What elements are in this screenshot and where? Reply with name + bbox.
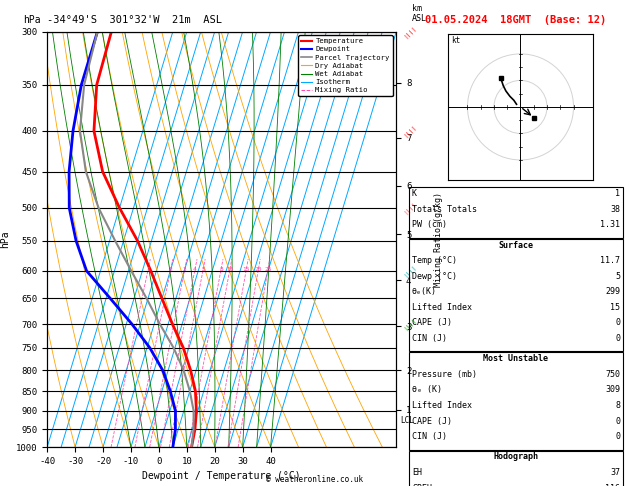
- Text: -34°49'S  301°32'W  21m  ASL: -34°49'S 301°32'W 21m ASL: [47, 16, 222, 25]
- Text: 1.31: 1.31: [600, 220, 620, 229]
- Text: 01.05.2024  18GMT  (Base: 12): 01.05.2024 18GMT (Base: 12): [425, 15, 606, 25]
- Text: 0: 0: [615, 318, 620, 328]
- Text: 299: 299: [605, 287, 620, 296]
- Text: 2: 2: [169, 267, 172, 272]
- Text: Lifted Index: Lifted Index: [412, 401, 472, 410]
- Text: 25: 25: [264, 267, 272, 272]
- Text: 0: 0: [615, 334, 620, 343]
- Text: CIN (J): CIN (J): [412, 334, 447, 343]
- Text: Totals Totals: Totals Totals: [412, 205, 477, 214]
- Text: hPa: hPa: [23, 16, 40, 25]
- Text: © weatheronline.co.uk: © weatheronline.co.uk: [266, 474, 363, 484]
- Text: km
ASL: km ASL: [412, 4, 427, 23]
- Text: 38: 38: [610, 205, 620, 214]
- Text: 15: 15: [243, 267, 250, 272]
- Text: 15: 15: [610, 303, 620, 312]
- Text: 4: 4: [193, 267, 197, 272]
- Text: 3: 3: [183, 267, 187, 272]
- Text: 309: 309: [605, 385, 620, 395]
- Text: 8: 8: [615, 401, 620, 410]
- Text: 11.7: 11.7: [600, 256, 620, 265]
- Text: Most Unstable: Most Unstable: [483, 354, 548, 364]
- Text: K: K: [412, 189, 417, 198]
- Text: Lifted Index: Lifted Index: [412, 303, 472, 312]
- Text: LCL: LCL: [400, 416, 414, 425]
- Text: 37: 37: [610, 468, 620, 477]
- Text: Pressure (mb): Pressure (mb): [412, 370, 477, 379]
- X-axis label: Dewpoint / Temperature (°C): Dewpoint / Temperature (°C): [142, 471, 301, 482]
- Text: 20: 20: [255, 267, 262, 272]
- Text: Mixing Ratio (g/kg): Mixing Ratio (g/kg): [433, 192, 443, 287]
- Text: CAPE (J): CAPE (J): [412, 318, 452, 328]
- Text: 1: 1: [615, 189, 620, 198]
- Text: EH: EH: [412, 468, 422, 477]
- Text: 750: 750: [605, 370, 620, 379]
- Text: ||||: ||||: [403, 123, 417, 138]
- Text: SREH: SREH: [412, 484, 432, 486]
- Text: Temp (°C): Temp (°C): [412, 256, 457, 265]
- Y-axis label: hPa: hPa: [1, 230, 11, 248]
- Text: CIN (J): CIN (J): [412, 432, 447, 441]
- Text: Dewp (°C): Dewp (°C): [412, 272, 457, 281]
- Text: ||||: ||||: [403, 263, 417, 278]
- Text: CAPE (J): CAPE (J): [412, 417, 452, 426]
- Text: 1: 1: [146, 267, 150, 272]
- Text: Hodograph: Hodograph: [493, 452, 538, 462]
- Text: 116: 116: [605, 484, 620, 486]
- Text: 8: 8: [219, 267, 223, 272]
- Text: ||||: ||||: [403, 201, 417, 215]
- Text: Surface: Surface: [498, 241, 533, 250]
- Text: θₑ (K): θₑ (K): [412, 385, 442, 395]
- Text: 10: 10: [226, 267, 233, 272]
- Text: 0: 0: [615, 432, 620, 441]
- Text: PW (cm): PW (cm): [412, 220, 447, 229]
- Text: 5: 5: [615, 272, 620, 281]
- Text: ||||: ||||: [403, 24, 417, 39]
- Text: 5: 5: [201, 267, 205, 272]
- Text: kt: kt: [452, 36, 461, 45]
- Text: θₑ(K): θₑ(K): [412, 287, 437, 296]
- Text: 0: 0: [615, 417, 620, 426]
- Text: ||||: ||||: [403, 317, 417, 331]
- Legend: Temperature, Dewpoint, Parcel Trajectory, Dry Adiabat, Wet Adiabat, Isotherm, Mi: Temperature, Dewpoint, Parcel Trajectory…: [298, 35, 392, 96]
